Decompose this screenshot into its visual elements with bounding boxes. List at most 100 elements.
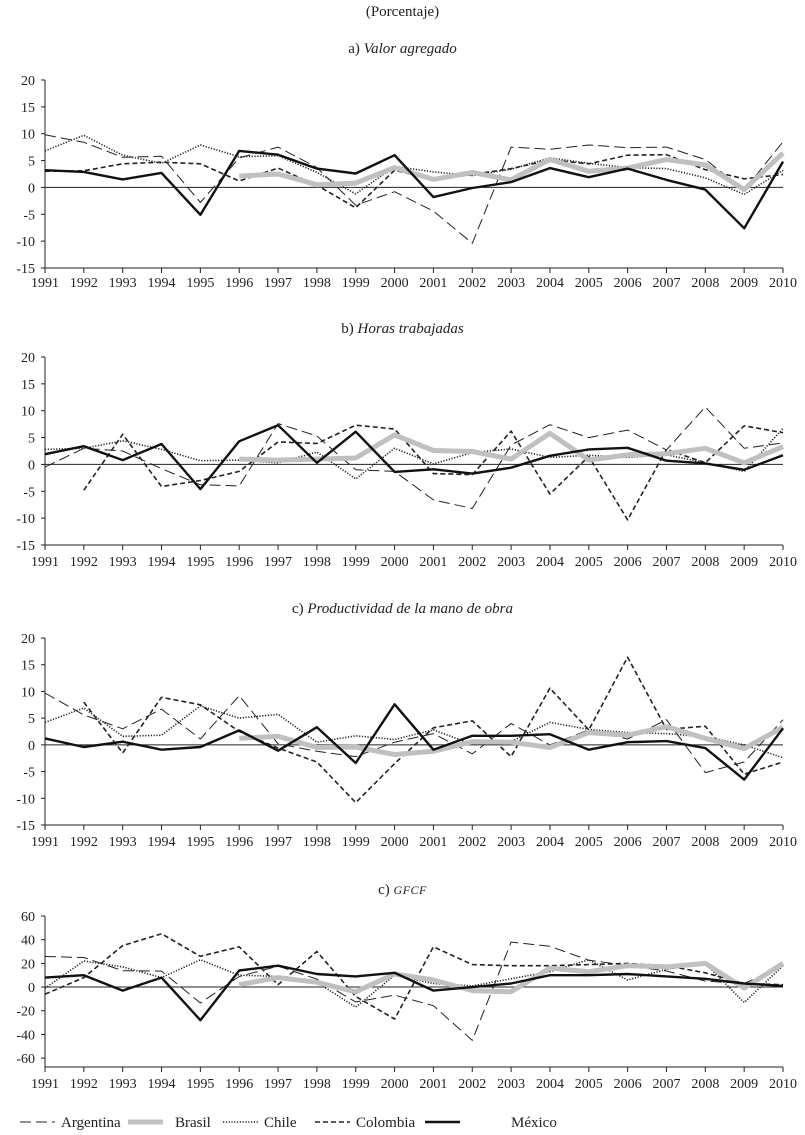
y-tick-label: 10 xyxy=(21,128,35,143)
series-line-mexico xyxy=(44,703,784,781)
x-tick-label: 1994 xyxy=(148,835,176,850)
x-tick-label: 1998 xyxy=(303,835,331,850)
series-line-mexico xyxy=(44,424,784,491)
x-tick-label: 1993 xyxy=(109,555,137,570)
y-tick-label: -15 xyxy=(16,262,35,277)
x-tick-label: 2008 xyxy=(691,555,719,570)
series-line-mexico xyxy=(44,149,785,230)
legend-label: Argentina xyxy=(61,1115,121,1131)
legend-label: Colombia xyxy=(356,1115,416,1131)
y-tick-label: -5 xyxy=(23,485,35,500)
x-tick-label: 2006 xyxy=(614,1077,642,1092)
y-tick-label: 10 xyxy=(21,685,35,700)
panel-c-title: c) Productividad de la mano de obra xyxy=(0,601,805,618)
panel-b-prefix: b) xyxy=(341,321,354,337)
y-tick-label: -5 xyxy=(23,766,35,781)
x-tick-label: 1997 xyxy=(264,835,292,850)
y-tick-label: -60 xyxy=(16,1052,35,1067)
x-tick-label: 1997 xyxy=(264,555,292,570)
y-tick-label: 40 xyxy=(21,934,35,949)
x-tick-label: 2003 xyxy=(497,276,525,291)
x-tick-label: 2002 xyxy=(458,835,486,850)
series-line-mexico xyxy=(44,964,784,1022)
y-tick-label: 10 xyxy=(21,405,35,420)
y-tick-label: -40 xyxy=(16,1028,35,1043)
series-line-chile xyxy=(44,705,784,759)
x-tick-label: 2004 xyxy=(536,835,564,850)
panel-d-name: GFCF xyxy=(393,883,427,897)
x-tick-label: 1992 xyxy=(70,1077,98,1092)
x-tick-label: 1995 xyxy=(186,276,214,291)
y-tick-label: -15 xyxy=(16,819,35,834)
y-tick-label: 5 xyxy=(28,712,35,727)
x-tick-label: 1999 xyxy=(342,835,370,850)
y-tick-label: 0 xyxy=(28,739,35,754)
series-line-colombia xyxy=(83,656,784,804)
x-tick-label: 2004 xyxy=(536,276,564,291)
x-tick-label: 1993 xyxy=(109,1077,137,1092)
x-tick-label: 2006 xyxy=(614,276,642,291)
panel-b-name: Horas trabajadas xyxy=(357,321,464,337)
legend: Argentina Brasil Chile Colombia México xyxy=(20,1115,557,1131)
x-tick-label: 2007 xyxy=(652,555,680,570)
x-tick-label: 1992 xyxy=(70,555,98,570)
x-tick-label: 1999 xyxy=(342,1077,370,1092)
x-tick-label: 1999 xyxy=(342,276,370,291)
x-tick-label: 2007 xyxy=(652,1077,680,1092)
x-tick-label: 2004 xyxy=(536,555,564,570)
x-tick-label: 2005 xyxy=(575,1077,603,1092)
panel-b-title: b) Horas trabajadas xyxy=(0,321,805,338)
y-tick-label: 20 xyxy=(21,74,35,89)
x-tick-label: 2008 xyxy=(691,276,719,291)
x-tick-label: 2003 xyxy=(497,555,525,570)
x-tick-label: 1994 xyxy=(148,555,176,570)
x-tick-label: 1993 xyxy=(109,276,137,291)
y-tick-label: 5 xyxy=(28,155,35,170)
x-tick-label: 2002 xyxy=(458,1077,486,1092)
series-line-brasil xyxy=(238,960,785,995)
x-tick-label: 2009 xyxy=(730,835,758,850)
x-tick-label: 1995 xyxy=(186,1077,214,1092)
x-tick-label: 2002 xyxy=(458,276,486,291)
x-tick-label: 2009 xyxy=(730,1077,758,1092)
series-line-chile xyxy=(44,134,784,196)
y-tick-label: 15 xyxy=(21,378,35,393)
series-line-argentina xyxy=(44,406,784,509)
x-tick-label: 2002 xyxy=(458,555,486,570)
x-tick-label: 1995 xyxy=(186,835,214,850)
y-tick-label: 0 xyxy=(28,181,35,196)
x-tick-label: 1991 xyxy=(31,1077,59,1092)
y-tick-label: 0 xyxy=(28,458,35,473)
x-tick-label: 1991 xyxy=(31,276,59,291)
x-tick-label: 2006 xyxy=(614,835,642,850)
x-tick-label: 1992 xyxy=(70,276,98,291)
x-tick-label: 2001 xyxy=(419,835,447,850)
panel-2: -15 -10 -5 0 5 10 15 20 1991 1992 1993 1994 1995 1996… xyxy=(16,351,797,570)
x-tick-label: 1998 xyxy=(303,1077,331,1092)
y-tick-label: 15 xyxy=(21,659,35,674)
x-tick-label: 2008 xyxy=(691,835,719,850)
x-tick-label: 1995 xyxy=(186,555,214,570)
x-tick-label: 1998 xyxy=(303,276,331,291)
y-tick-label: -10 xyxy=(16,235,35,250)
panel-d-title: c) GFCF xyxy=(0,882,805,899)
x-tick-label: 1994 xyxy=(148,1077,176,1092)
x-tick-label: 1997 xyxy=(264,276,292,291)
x-tick-label: 2009 xyxy=(730,555,758,570)
x-tick-label: 2001 xyxy=(419,1077,447,1092)
x-tick-label: 2003 xyxy=(497,1077,525,1092)
x-tick-label: 2000 xyxy=(381,555,409,570)
x-tick-label: 2010 xyxy=(769,835,797,850)
x-tick-label: 1996 xyxy=(225,555,253,570)
legend-item-brasil: Brasil xyxy=(128,1115,211,1131)
y-tick-label: 0 xyxy=(28,981,35,996)
series-line-argentina xyxy=(44,134,784,244)
y-tick-label: -20 xyxy=(16,1005,35,1020)
x-tick-label: 2007 xyxy=(652,835,680,850)
panel-1: -15 -10 -5 0 5 10 15 20 1991 1992 1993 1994 1995 1996… xyxy=(16,74,797,291)
panel-3: -15 -10 -5 0 5 10 15 20 1991 1992 1993 1994 1995 1996… xyxy=(16,632,797,850)
series-line-argentina xyxy=(44,692,784,774)
y-tick-label: -15 xyxy=(16,539,35,554)
y-tick-label: 5 xyxy=(28,432,35,447)
